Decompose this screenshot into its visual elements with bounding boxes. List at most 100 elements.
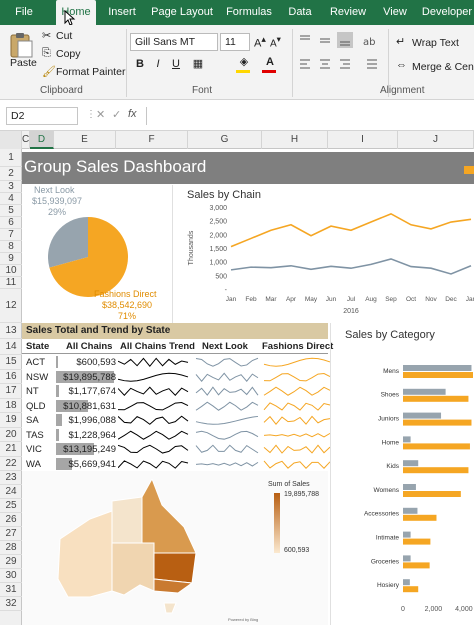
row-header-3[interactable]: 3 [0, 181, 22, 193]
state-row[interactable]: NSW $19,895,788 [22, 370, 331, 385]
wrap-text-button[interactable]: Wrap Text [412, 37, 459, 49]
copy-button[interactable]: Copy [56, 48, 81, 60]
row-header-26[interactable]: 26 [0, 513, 22, 527]
row-header-10[interactable]: 10 [0, 265, 22, 277]
select-all-corner[interactable] [0, 131, 22, 149]
map-chart[interactable]: Sum of Sales 19,895,788 600,593 Powered … [22, 471, 328, 625]
align-bottom-icon[interactable] [337, 32, 353, 48]
cancel-icon[interactable]: ✕ [96, 109, 106, 121]
row-header-8[interactable]: 8 [0, 241, 22, 253]
row-header-22[interactable]: 22 [0, 457, 22, 471]
row-header-21[interactable]: 21 [0, 442, 22, 457]
column-header-g[interactable]: G [188, 131, 262, 149]
scissors-icon[interactable]: ✂ [42, 30, 52, 42]
row-header-12[interactable]: 12 [0, 289, 22, 323]
line-chart[interactable]: Sales by Chain - 500 1,000 1,500 2,000 2,500 3… [172, 185, 474, 323]
state-row[interactable]: SA $1,996,088 [22, 413, 331, 428]
category-label: Shoes [381, 392, 400, 399]
category-label: Mens [383, 368, 400, 375]
category-bar-chart[interactable]: Sales by Category Mens Shoes Juniors Home Ki… [330, 323, 474, 625]
row-header-27[interactable]: 27 [0, 527, 22, 541]
column-header-f[interactable]: F [116, 131, 188, 149]
state-row[interactable]: NT $1,177,674 [22, 384, 331, 399]
row-header-6[interactable]: 6 [0, 217, 22, 229]
row-header-15[interactable]: 15 [0, 355, 22, 370]
row-header-9[interactable]: 9 [0, 253, 22, 265]
row-header-30[interactable]: 30 [0, 569, 22, 583]
row-header-2[interactable]: 2 [0, 167, 22, 181]
tab-review[interactable]: Review [329, 6, 367, 18]
pie-chart[interactable]: Next Look $15,939,097 29% Fashions Direc… [22, 185, 170, 325]
tab-page-layout[interactable]: Page Layout [151, 6, 213, 18]
align-center-icon[interactable] [318, 57, 332, 71]
merge-center-button[interactable]: Merge & Cente [412, 61, 474, 73]
state-row[interactable]: VIC $13,195,249 [22, 442, 331, 457]
worksheet-grid[interactable]: Group Sales Dashboard Next Look $15,939,… [22, 149, 474, 625]
row-header-31[interactable]: 31 [0, 583, 22, 597]
row-header-18[interactable]: 18 [0, 399, 22, 413]
row-header-13[interactable]: 13 [0, 323, 22, 339]
state-row[interactable]: WA $5,669,941 [22, 457, 331, 472]
row-header-1[interactable]: 1 [0, 149, 22, 167]
row-header-17[interactable]: 17 [0, 384, 22, 399]
name-box[interactable]: D2 [6, 107, 78, 125]
row-header-29[interactable]: 29 [0, 555, 22, 569]
orientation-icon[interactable]: ab [362, 33, 378, 48]
row-header-11[interactable]: 11 [0, 277, 22, 289]
paste-icon[interactable] [8, 31, 34, 59]
row-header-4[interactable]: 4 [0, 193, 22, 205]
tab-formulas[interactable]: Formulas [226, 6, 272, 18]
font-color-icon[interactable]: A [266, 56, 274, 68]
align-top-icon[interactable] [298, 33, 312, 47]
column-header-c[interactable]: C [22, 131, 30, 149]
grow-font-icon[interactable]: A▴ [254, 34, 266, 50]
tab-data[interactable]: Data [288, 6, 312, 18]
row-header-28[interactable]: 28 [0, 541, 22, 555]
wrap-text-icon[interactable]: ↵ [396, 36, 406, 48]
row-header-5[interactable]: 5 [0, 205, 22, 217]
row-header-20[interactable]: 20 [0, 428, 22, 442]
column-header-e[interactable]: E [54, 131, 116, 149]
row-header-23[interactable]: 23 [0, 471, 22, 485]
column-header-i[interactable]: I [328, 131, 398, 149]
row-header-7[interactable]: 7 [0, 229, 22, 241]
formula-input[interactable] [146, 107, 472, 125]
font-size-select[interactable]: 11 [220, 33, 250, 51]
borders-icon[interactable]: ▦ [192, 58, 204, 70]
row-header-16[interactable]: 16 [0, 370, 22, 384]
shrink-font-icon[interactable]: A▾ [270, 34, 281, 50]
tab-insert[interactable]: Insert [108, 6, 136, 18]
row-header-24[interactable]: 24 [0, 485, 22, 499]
align-left-icon[interactable] [298, 57, 312, 71]
align-right-icon[interactable] [338, 57, 352, 71]
indent-icon[interactable] [362, 57, 378, 71]
column-header-h[interactable]: H [262, 131, 328, 149]
row-header-19[interactable]: 19 [0, 413, 22, 428]
cut-button[interactable]: Cut [56, 30, 73, 42]
fill-color-icon[interactable]: ◈ [239, 56, 249, 68]
font-name-select[interactable]: Gill Sans MT [130, 33, 218, 51]
tab-file[interactable]: File [15, 6, 33, 18]
row-header-25[interactable]: 25 [0, 499, 22, 513]
underline-button[interactable]: U [172, 58, 180, 70]
state-row[interactable]: ACT $600,593 [22, 355, 331, 370]
state-row[interactable]: QLD $10,881,631 [22, 399, 331, 414]
enter-icon[interactable]: ✓ [112, 109, 122, 121]
italic-button[interactable]: I [156, 58, 160, 70]
bold-button[interactable]: B [136, 58, 144, 70]
row-header-14[interactable]: 14 [0, 339, 22, 355]
merge-icon[interactable]: ⇔ [396, 59, 407, 71]
paste-button[interactable]: Paste [10, 57, 37, 69]
column-header-d[interactable]: D [30, 131, 54, 149]
format-painter-icon[interactable]: 🖌 [42, 66, 56, 78]
fx-icon[interactable]: fx [128, 108, 137, 120]
state-row[interactable]: TAS $1,228,964 [22, 428, 331, 443]
tab-home[interactable]: Home [56, 0, 96, 25]
align-middle-icon[interactable] [318, 33, 332, 47]
tab-developer[interactable]: Developer [421, 6, 473, 18]
tab-view[interactable]: View [383, 6, 407, 18]
column-header-j[interactable]: J [398, 131, 474, 149]
row-header-32[interactable]: 32 [0, 597, 22, 611]
copy-icon[interactable]: ⎘ [42, 47, 51, 59]
format-painter-button[interactable]: Format Painter [56, 66, 126, 78]
